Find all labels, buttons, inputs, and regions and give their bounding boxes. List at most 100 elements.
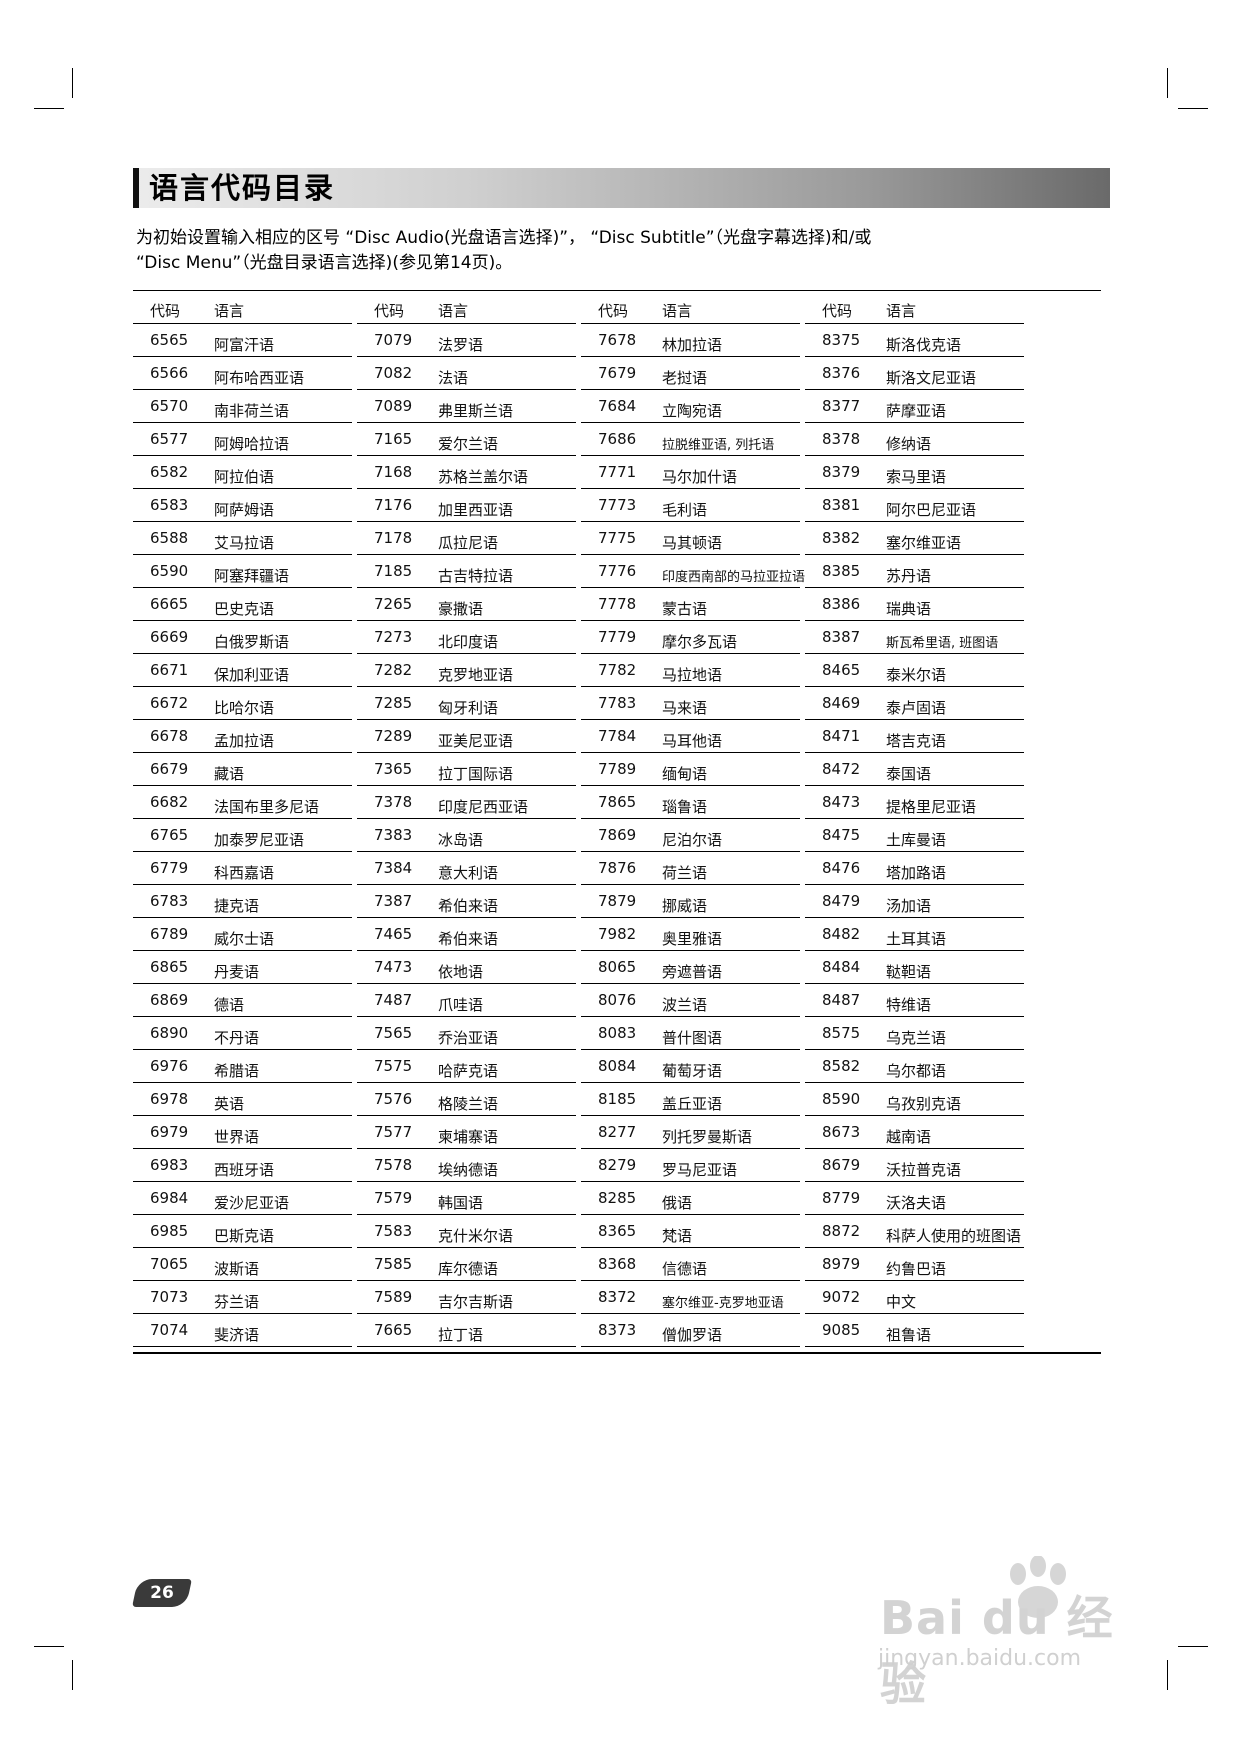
intro-line-1: 为初始设置输入相应的区号 “Disc Audio(光盘语言选择)”， “Disc… [136, 228, 872, 248]
language-name: 希伯来语 [438, 930, 499, 948]
language-name: 阿拉伯语 [214, 468, 275, 486]
table-row: 8387 斯瓦希里语, 班图语 [805, 621, 1024, 654]
language-name: 俄语 [662, 1194, 693, 1212]
language-name: 葡萄牙语 [662, 1062, 723, 1080]
table-row: 7778 蒙古语 [581, 588, 800, 621]
table-row: 7578 埃纳德语 [357, 1149, 576, 1182]
language-code: 8482 [822, 925, 861, 943]
language-name: 巴斯克语 [214, 1227, 275, 1245]
language-name: 古吉特拉语 [438, 567, 514, 585]
language-name: 捷克语 [214, 897, 260, 915]
language-name: 瑞典语 [886, 600, 932, 618]
language-code: 8575 [822, 1024, 861, 1042]
table-row: 6671 保加利亚语 [133, 654, 352, 687]
language-name: 缅甸语 [662, 765, 708, 783]
language-code: 8386 [822, 595, 861, 613]
table-row: 8471 塔吉克语 [805, 720, 1024, 753]
table-row: 7365 拉丁国际语 [357, 753, 576, 786]
language-name: 普什图语 [662, 1029, 723, 1047]
table-row: 8472 泰国语 [805, 753, 1024, 786]
table-row: 8377 萨摩亚语 [805, 390, 1024, 423]
table-row: 6588 艾马拉语 [133, 522, 352, 555]
paw-icon [1010, 1556, 1066, 1618]
table-row: 8065 旁遮普语 [581, 951, 800, 984]
language-name: 拉丁语 [438, 1326, 484, 1344]
watermark-url: jingyan.baidu.com [878, 1646, 1082, 1671]
language-name: 哈萨克语 [438, 1062, 499, 1080]
language-name: 阿布哈西亚语 [214, 369, 305, 387]
table-row: 8779 沃洛夫语 [805, 1182, 1024, 1215]
language-code: 6765 [150, 826, 189, 844]
language-name: 塞尔维亚语 [886, 534, 962, 552]
language-name: 库尔德语 [438, 1260, 499, 1278]
table-row: 7577 柬埔寨语 [357, 1116, 576, 1149]
language-name: 塔加路语 [886, 864, 947, 882]
language-name: 摩尔多瓦语 [662, 633, 738, 651]
language-code: 7771 [598, 463, 637, 481]
language-name: 北印度语 [438, 633, 499, 651]
language-name: 沃拉普克语 [886, 1161, 962, 1179]
table-row: 7487 爪哇语 [357, 984, 576, 1017]
table-column: 代码 语言 7079 法罗语 7082 法语 7089 弗里斯兰语 7165 爱尔兰语 7168 苏格… [357, 292, 576, 1347]
language-name: 格陵兰语 [438, 1095, 499, 1113]
language-code: 8382 [822, 529, 861, 547]
language-code: 8471 [822, 727, 861, 745]
language-name: 不丹语 [214, 1029, 260, 1047]
language-code: 7387 [374, 892, 413, 910]
table-row: 7575 哈萨克语 [357, 1050, 576, 1083]
language-code: 7579 [374, 1189, 413, 1207]
table-row: 8277 列托罗曼斯语 [581, 1116, 800, 1149]
table-row: 6979 世界语 [133, 1116, 352, 1149]
language-name: 世界语 [214, 1128, 260, 1146]
language-code: 6890 [150, 1024, 189, 1042]
language-code: 7285 [374, 694, 413, 712]
language-name: 韩国语 [438, 1194, 484, 1212]
language-name: 斐济语 [214, 1326, 260, 1344]
language-code: 7176 [374, 496, 413, 514]
table-row: 8979 约鲁巴语 [805, 1248, 1024, 1281]
table-row: 7585 库尔德语 [357, 1248, 576, 1281]
language-code: 8679 [822, 1156, 861, 1174]
language-name: 特维语 [886, 996, 932, 1014]
language-name: 苏丹语 [886, 567, 932, 585]
crop-mark [1178, 108, 1208, 109]
language-code: 8083 [598, 1024, 637, 1042]
language-name: 孟加拉语 [214, 732, 275, 750]
language-code: 7282 [374, 661, 413, 679]
table-header-row: 代码 语言 [805, 292, 1024, 324]
language-name: 印度尼西亚语 [438, 798, 529, 816]
language-name: 亚美尼亚语 [438, 732, 514, 750]
language-code: 6671 [150, 661, 189, 679]
language-name: 索马里语 [886, 468, 947, 486]
table-row: 6565 阿富汗语 [133, 324, 352, 357]
language-name: 威尔士语 [214, 930, 275, 948]
language-name: 柬埔寨语 [438, 1128, 499, 1146]
table-row: 7678 林加拉语 [581, 324, 800, 357]
intro-text: 为初始设置输入相应的区号 “Disc Audio(光盘语言选择)”， “Disc… [136, 226, 1116, 276]
language-code: 7778 [598, 595, 637, 613]
table-column: 代码 语言 8375 斯洛伐克语 8376 斯洛文尼亚语 8377 萨摩亚语 8378 修纳语 83… [805, 292, 1024, 1347]
table-column: 代码 语言 6565 阿富汗语 6566 阿布哈西亚语 6570 南非荷兰语 6577 阿姆哈拉语… [133, 292, 352, 1347]
table-row: 7289 亚美尼亚语 [357, 720, 576, 753]
language-code: 7487 [374, 991, 413, 1009]
language-code: 7583 [374, 1222, 413, 1240]
table-row: 7982 奥里雅语 [581, 918, 800, 951]
language-code: 8472 [822, 760, 861, 778]
language-code: 7686 [598, 430, 637, 448]
language-name: 波斯语 [214, 1260, 260, 1278]
language-name: 荷兰语 [662, 864, 708, 882]
header-code: 代码 [150, 302, 181, 320]
language-code: 7082 [374, 364, 413, 382]
header-language: 语言 [438, 302, 469, 320]
table-row: 8379 索马里语 [805, 456, 1024, 489]
language-code: 7273 [374, 628, 413, 646]
language-code: 7365 [374, 760, 413, 778]
language-code: 6985 [150, 1222, 189, 1240]
table-row: 6590 阿塞拜疆语 [133, 555, 352, 588]
table-row: 7176 加里西亚语 [357, 489, 576, 522]
language-name: 立陶宛语 [662, 402, 723, 420]
language-name: 马尔加什语 [662, 468, 738, 486]
crop-mark [1167, 1660, 1168, 1690]
language-name: 意大利语 [438, 864, 499, 882]
table-row: 8375 斯洛伐克语 [805, 324, 1024, 357]
